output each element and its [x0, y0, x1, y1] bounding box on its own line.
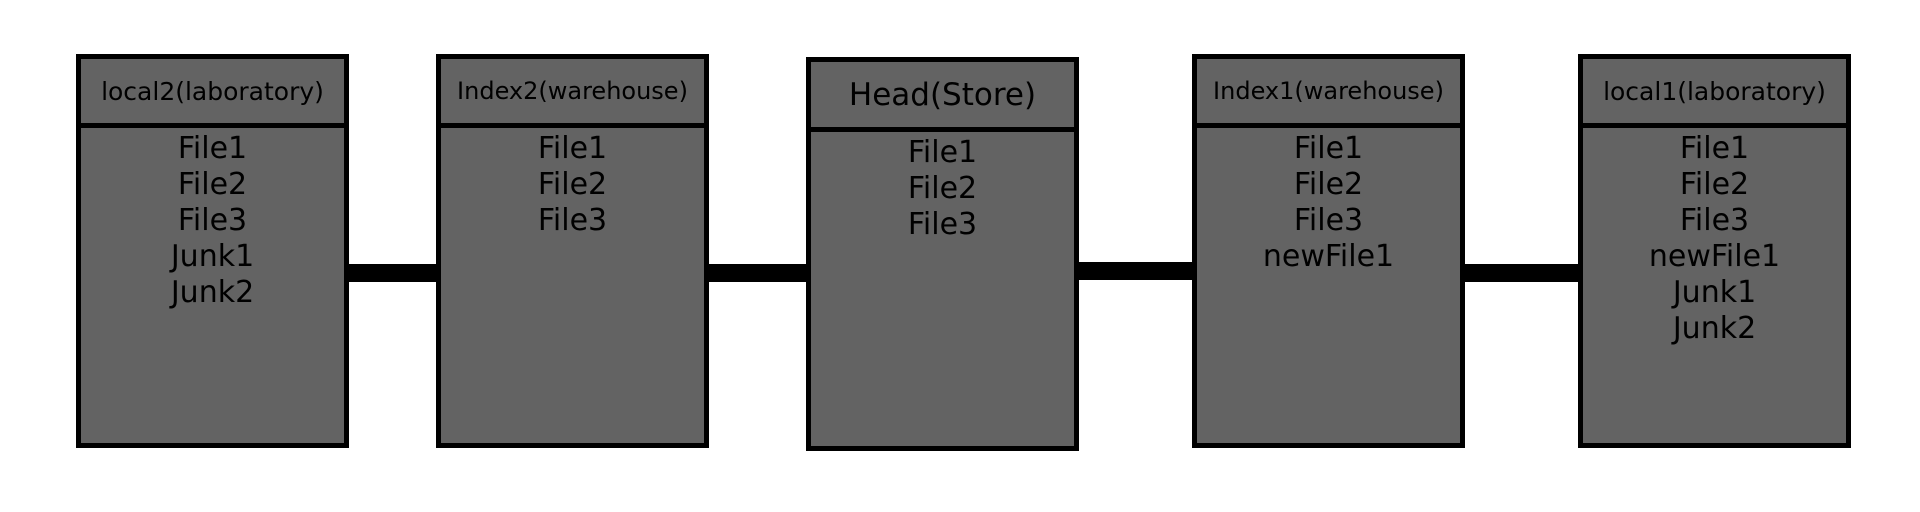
- box-header: Index2(warehouse): [441, 59, 704, 128]
- box-items: File1 File2 File3: [441, 131, 704, 443]
- connector-2-3: [705, 264, 810, 282]
- box-index2: Index2(warehouse) File1 File2 File3: [436, 54, 709, 448]
- box-title: Index1(warehouse): [1213, 77, 1444, 105]
- file-entry: File3: [537, 203, 608, 238]
- file-entry: File1: [1293, 131, 1364, 166]
- box-title: Head(Store): [848, 76, 1037, 113]
- box-index1: Index1(warehouse) File1 File2 File3 newF…: [1192, 54, 1465, 448]
- file-entry: File1: [1679, 131, 1750, 166]
- box-items: File1 File2 File3 newFile1: [1197, 131, 1460, 443]
- box-title: Index2(warehouse): [457, 77, 688, 105]
- file-entry: File1: [907, 135, 978, 170]
- file-entry: File2: [177, 167, 248, 202]
- box-items: File1 File2 File3 Junk1 Junk2: [81, 131, 344, 443]
- connector-4-5: [1460, 264, 1582, 282]
- file-entry: Junk1: [1672, 275, 1757, 310]
- box-head: Head(Store) File1 File2 File3: [806, 57, 1079, 451]
- box-title: local2(laboratory): [101, 76, 324, 106]
- connector-3-4: [1075, 262, 1196, 280]
- file-entry: File2: [1679, 167, 1750, 202]
- file-entry: File2: [907, 171, 978, 206]
- file-entry: File3: [907, 207, 978, 242]
- file-entry: File3: [1293, 203, 1364, 238]
- file-entry: Junk1: [170, 239, 255, 274]
- box-header: local2(laboratory): [81, 59, 344, 128]
- box-local1: local1(laboratory) File1 File2 File3 new…: [1578, 54, 1851, 448]
- file-entry: Junk2: [170, 275, 255, 310]
- box-items: File1 File2 File3 newFile1 Junk1 Junk2: [1583, 131, 1846, 443]
- file-entry: File1: [177, 131, 248, 166]
- box-title: local1(laboratory): [1603, 76, 1826, 106]
- box-local2: local2(laboratory) File1 File2 File3 Jun…: [76, 54, 349, 448]
- box-header: local1(laboratory): [1583, 59, 1846, 128]
- file-entry: File2: [1293, 167, 1364, 202]
- box-header: Index1(warehouse): [1197, 59, 1460, 128]
- file-entry: Junk2: [1672, 311, 1757, 346]
- file-entry: File3: [1679, 203, 1750, 238]
- box-items: File1 File2 File3: [811, 135, 1074, 446]
- connector-1-2: [345, 264, 440, 282]
- box-header: Head(Store): [811, 62, 1074, 132]
- file-entry: File2: [537, 167, 608, 202]
- file-entry: File1: [537, 131, 608, 166]
- file-entry: newFile1: [1648, 239, 1781, 274]
- file-entry: newFile1: [1262, 239, 1395, 274]
- file-entry: File3: [177, 203, 248, 238]
